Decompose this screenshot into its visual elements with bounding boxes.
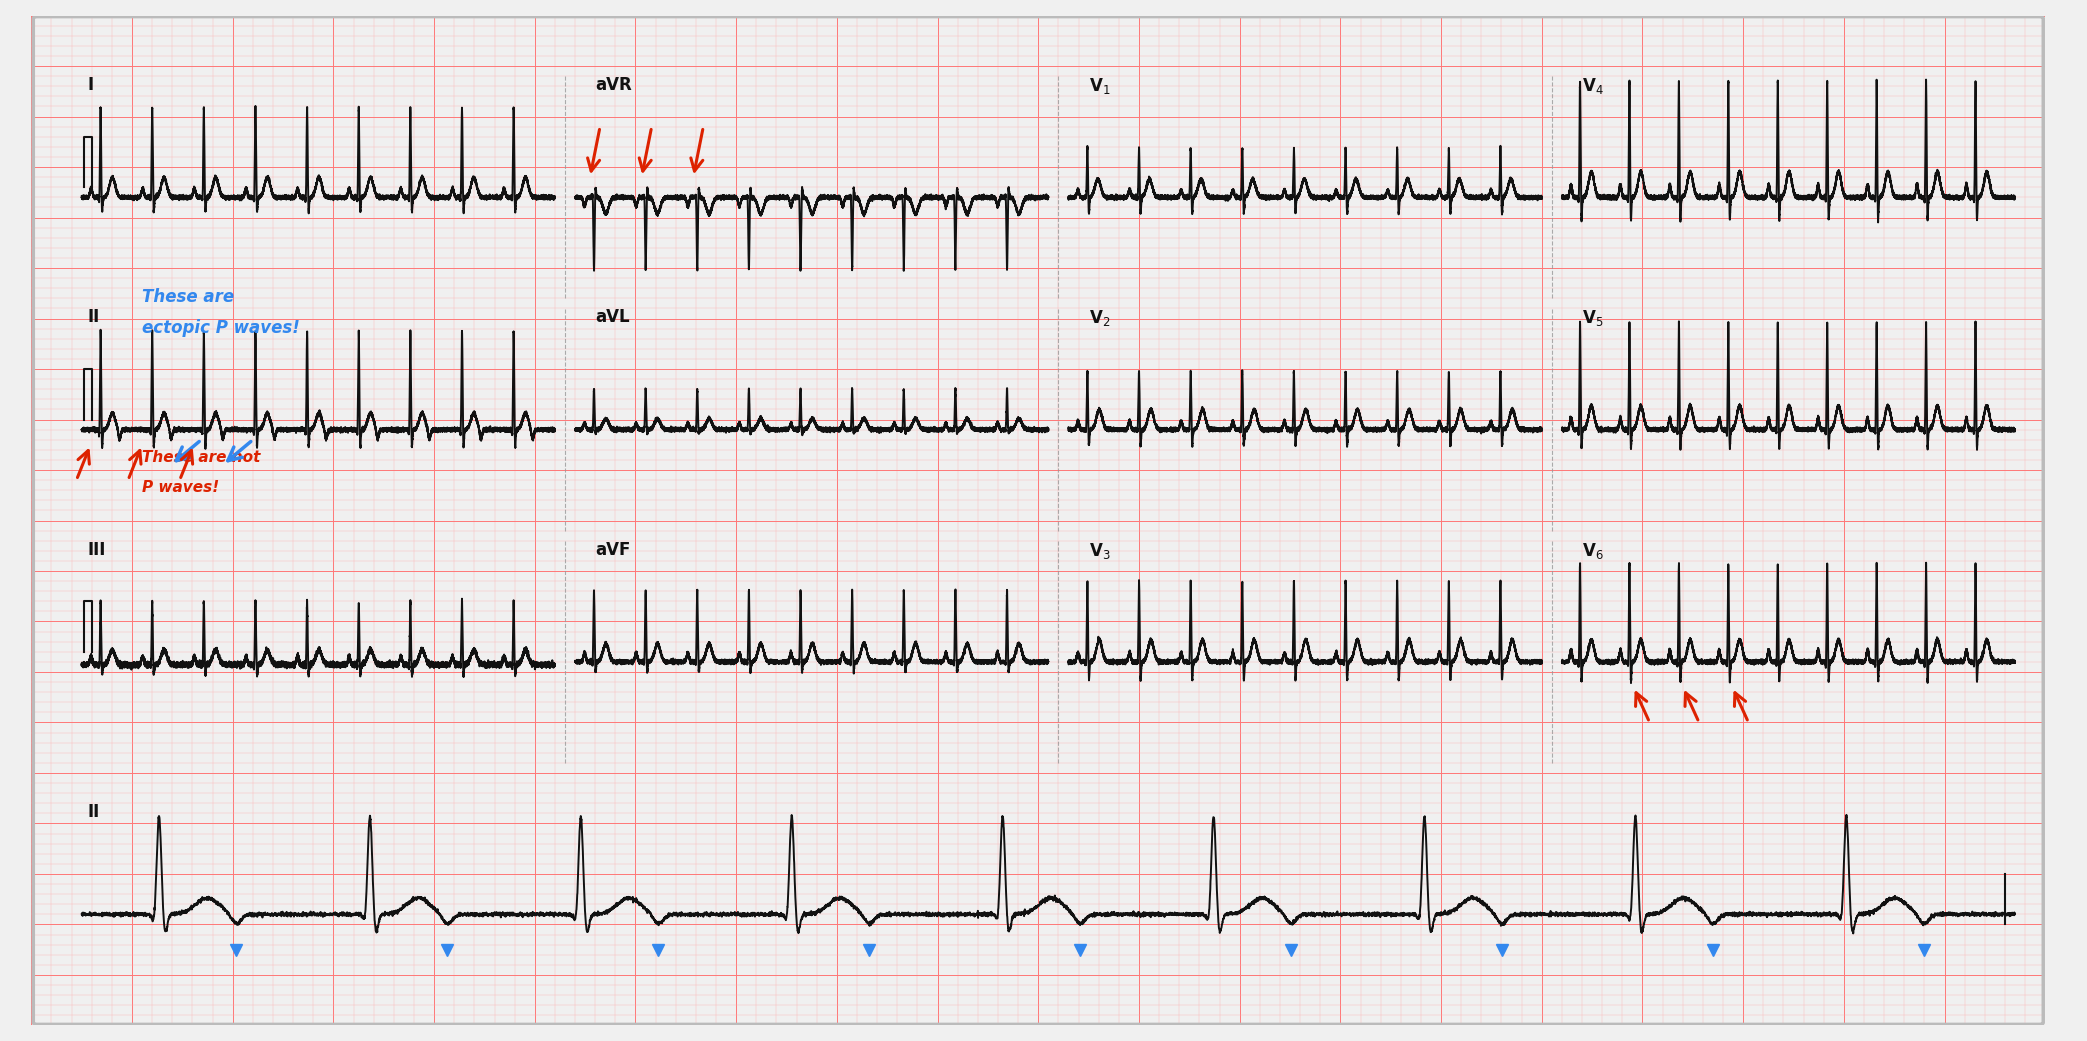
Text: V$_4$: V$_4$ (1582, 76, 1603, 96)
Text: These are not: These are not (142, 450, 261, 465)
Text: aVR: aVR (595, 76, 632, 94)
Text: V$_6$: V$_6$ (1582, 540, 1603, 561)
Text: ectopic P waves!: ectopic P waves! (142, 319, 301, 336)
Text: V$_1$: V$_1$ (1089, 76, 1110, 96)
Text: These are: These are (142, 288, 234, 306)
Text: V$_3$: V$_3$ (1089, 540, 1110, 561)
Text: V$_5$: V$_5$ (1582, 308, 1603, 329)
Text: aVF: aVF (595, 540, 630, 559)
Text: II: II (88, 804, 100, 821)
Text: V$_2$: V$_2$ (1089, 308, 1110, 329)
Text: II: II (88, 308, 100, 327)
Text: aVL: aVL (595, 308, 630, 327)
Text: III: III (88, 540, 106, 559)
Text: I: I (88, 76, 94, 94)
Text: P waves!: P waves! (142, 480, 219, 496)
